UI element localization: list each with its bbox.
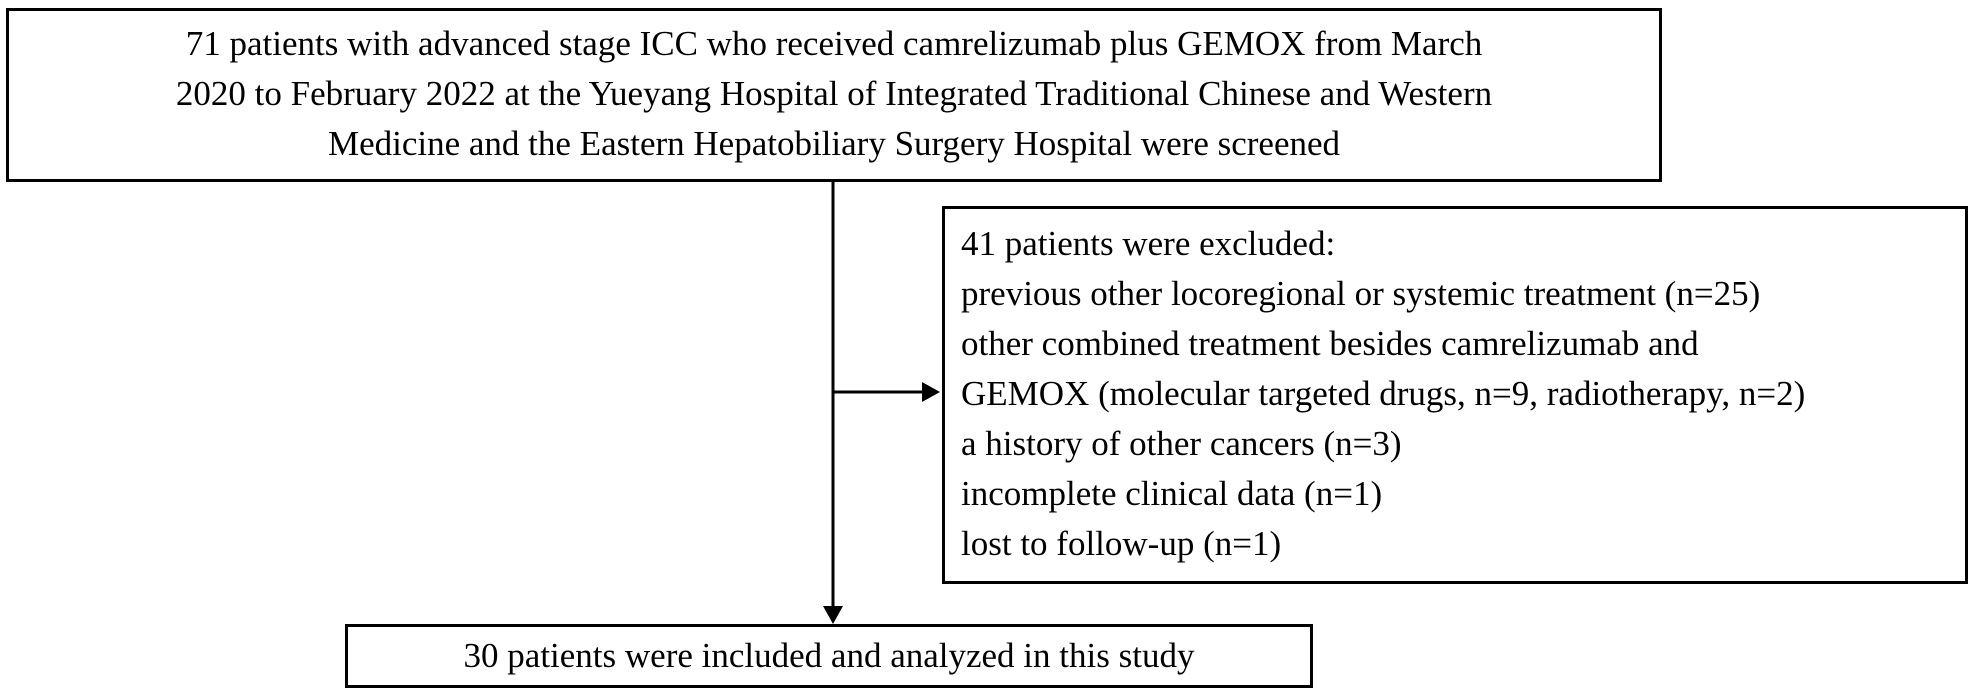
excluded-box-line-5: a history of other cancers (n=3) — [961, 424, 1402, 464]
excluded-box-line-1: 41 patients were excluded: — [961, 224, 1336, 263]
arrowhead-down-icon — [823, 606, 843, 624]
arrowhead-right-icon — [922, 382, 940, 402]
excluded-box-line-4: GEMOX (molecular targeted drugs, n=9, ra… — [961, 374, 1806, 414]
excluded-box-line-2: previous other locoregional or systemic … — [961, 274, 1761, 314]
excluded-box-line-6: incomplete clinical data (n=1) — [961, 474, 1383, 514]
excluded-box-line-3: other combined treatment besides camreli… — [961, 324, 1699, 364]
excluded-box: 41 patients were excluded: previous othe… — [942, 206, 1968, 585]
screened-box: 71 patients with advanced stage ICC who … — [6, 8, 1662, 183]
screened-box-line-3: Medicine and the Eastern Hepatobiliary S… — [327, 124, 1341, 164]
screened-box-line-1: 71 patients with advanced stage ICC who … — [185, 24, 1483, 63]
included-box-text: 30 patients were included and analyzed i… — [463, 635, 1195, 675]
excluded-box-line-7: lost to follow-up (n=1) — [961, 524, 1282, 564]
screened-box-line-2: 2020 to February 2022 at the Yueyang Hos… — [175, 74, 1493, 114]
included-box: 30 patients were included and analyzed i… — [345, 624, 1313, 688]
